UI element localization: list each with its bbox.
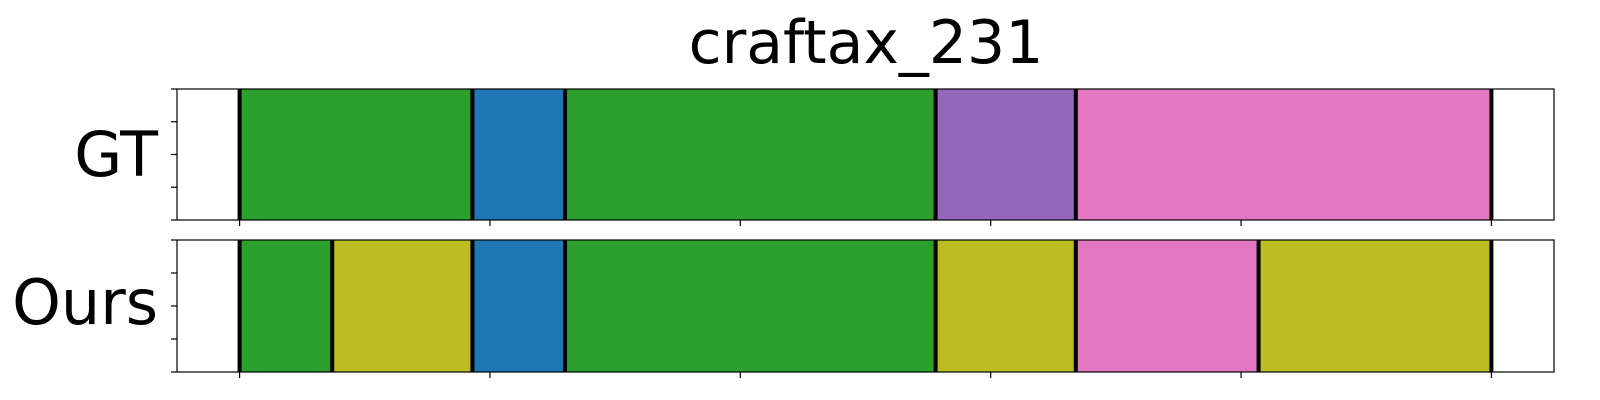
segment-ours-6 (1076, 240, 1259, 372)
segment-ours-3 (472, 240, 565, 372)
segment-ours-7 (1259, 240, 1492, 372)
segment-gt-2 (472, 89, 565, 220)
segment-gt-3 (565, 89, 936, 220)
segment-gt-1 (240, 89, 473, 220)
segment-ours-5 (936, 240, 1076, 372)
segment-gt-5 (1076, 89, 1492, 220)
segment-ours-1 (240, 240, 333, 372)
segment-ours-4 (565, 240, 936, 372)
chart-marks (171, 89, 1554, 378)
segment-gt-4 (936, 89, 1076, 220)
row-label-gt: GT (74, 118, 159, 191)
segment-ours-2 (332, 240, 472, 372)
chart-title: craftax_231 (689, 8, 1044, 78)
row-label-ours: Ours (12, 266, 158, 339)
